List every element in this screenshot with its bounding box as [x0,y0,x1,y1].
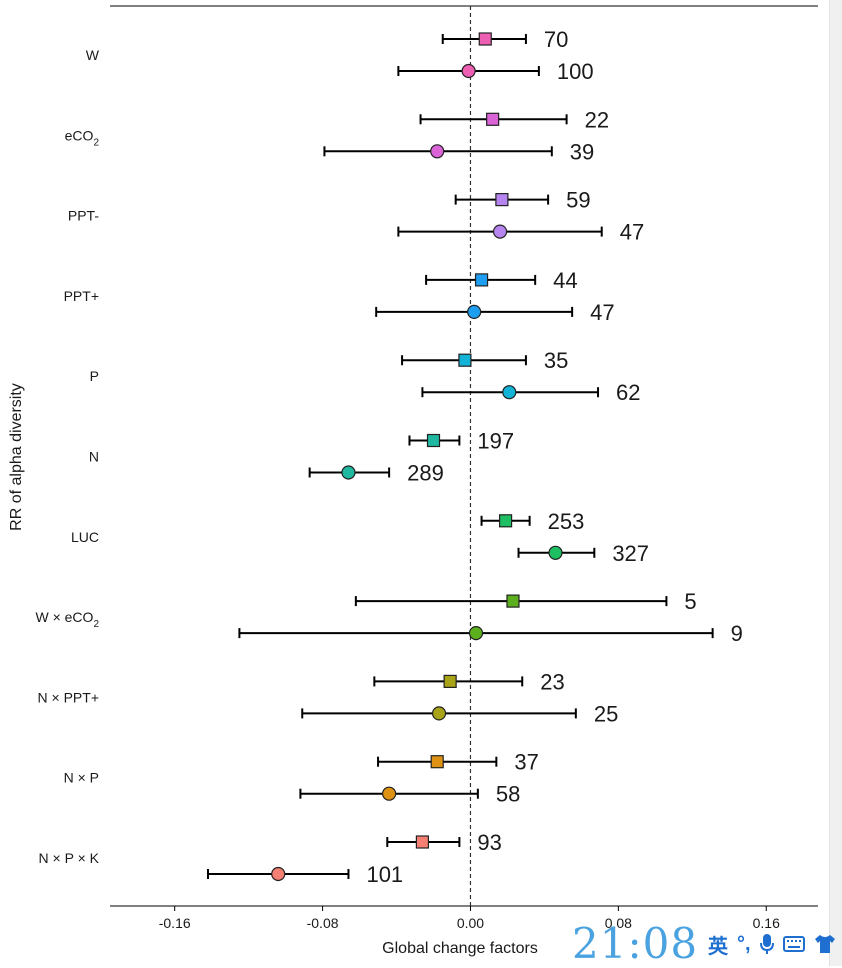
category-label-3: PPT+ [64,288,99,304]
sample-size-label: 197 [477,429,514,454]
point-square-marker [426,433,441,448]
category-label-4: P [90,368,99,384]
punctuation-icon[interactable]: °, [737,932,751,955]
point-circle-marker [467,304,482,319]
sample-size-label: 25 [594,701,618,726]
sample-size-label: 22 [585,107,609,132]
sample-size-label: 35 [544,348,568,373]
point-circle-marker [271,866,286,882]
clock-display: 21:08 [572,919,699,968]
shirt-skin-icon[interactable] [814,931,836,957]
sample-size-label: 47 [620,220,644,245]
sample-size-label: 47 [590,300,614,325]
category-label-2: PPT- [68,208,99,224]
sample-size-label: 253 [548,509,585,534]
point-circle-marker [468,625,484,641]
point-square-marker [506,594,520,608]
point-circle-marker [548,545,563,560]
sample-size-label: 23 [540,669,564,694]
sample-size-label: 58 [496,782,520,807]
category-label-5: N [89,449,99,465]
keyboard-icon[interactable] [782,931,805,957]
sample-size-label: 5 [684,589,696,614]
ime-language-icon[interactable]: 英 [708,935,729,958]
y-axis-title: RR of alpha diversity [8,383,25,531]
category-label-1: eCO2 [65,127,100,148]
point-circle-marker [492,224,508,239]
category-label-9: N × P [64,770,99,786]
point-square-marker [498,514,513,528]
sample-size-label: 9 [731,621,743,646]
point-square-marker [430,755,444,769]
point-square-marker [458,353,472,367]
point-circle-marker [382,786,397,801]
sample-size-label: 44 [553,268,577,293]
category-label-0: W [86,47,100,63]
sample-size-label: 59 [566,188,590,213]
point-circle-marker [430,144,445,159]
point-square-marker [478,32,492,46]
sample-size-label: 327 [612,541,649,566]
sample-size-label: 70 [544,27,568,52]
point-circle-marker [431,706,447,721]
sample-size-label: 37 [514,750,538,775]
point-square-marker [495,193,509,207]
sample-size-label: 62 [616,380,640,405]
point-circle-marker [502,385,517,400]
point-square-marker [486,112,500,126]
sample-size-label: 39 [570,139,594,164]
category-label-10: N × P × K [39,850,100,866]
vertical-scrollbar[interactable] [829,0,842,966]
point-square-marker [474,273,489,287]
taskbar-tray: 21:08 英 °, [572,922,842,966]
category-label-7: W × eCO2 [35,609,99,630]
sample-size-label: 100 [557,59,594,84]
x-tick-label: -0.08 [307,915,339,931]
sample-size-label: 289 [407,461,444,486]
x-tick-label: 0.08 [605,915,632,931]
x-tick-label: 0.00 [457,915,484,931]
point-circle-marker [341,465,356,480]
sample-size-label: 93 [477,830,501,855]
category-label-6: LUC [71,529,99,545]
point-square-marker [415,835,430,849]
category-label-8: N × PPT+ [38,689,99,705]
point-circle-marker [461,63,476,79]
sample-size-label: 101 [366,862,403,887]
microphone-icon[interactable] [759,931,774,957]
point-square-marker [443,674,457,689]
x-tick-label: -0.16 [159,915,191,931]
x-axis-title: Global change factors [382,940,538,957]
x-tick-label: 0.16 [753,915,780,931]
